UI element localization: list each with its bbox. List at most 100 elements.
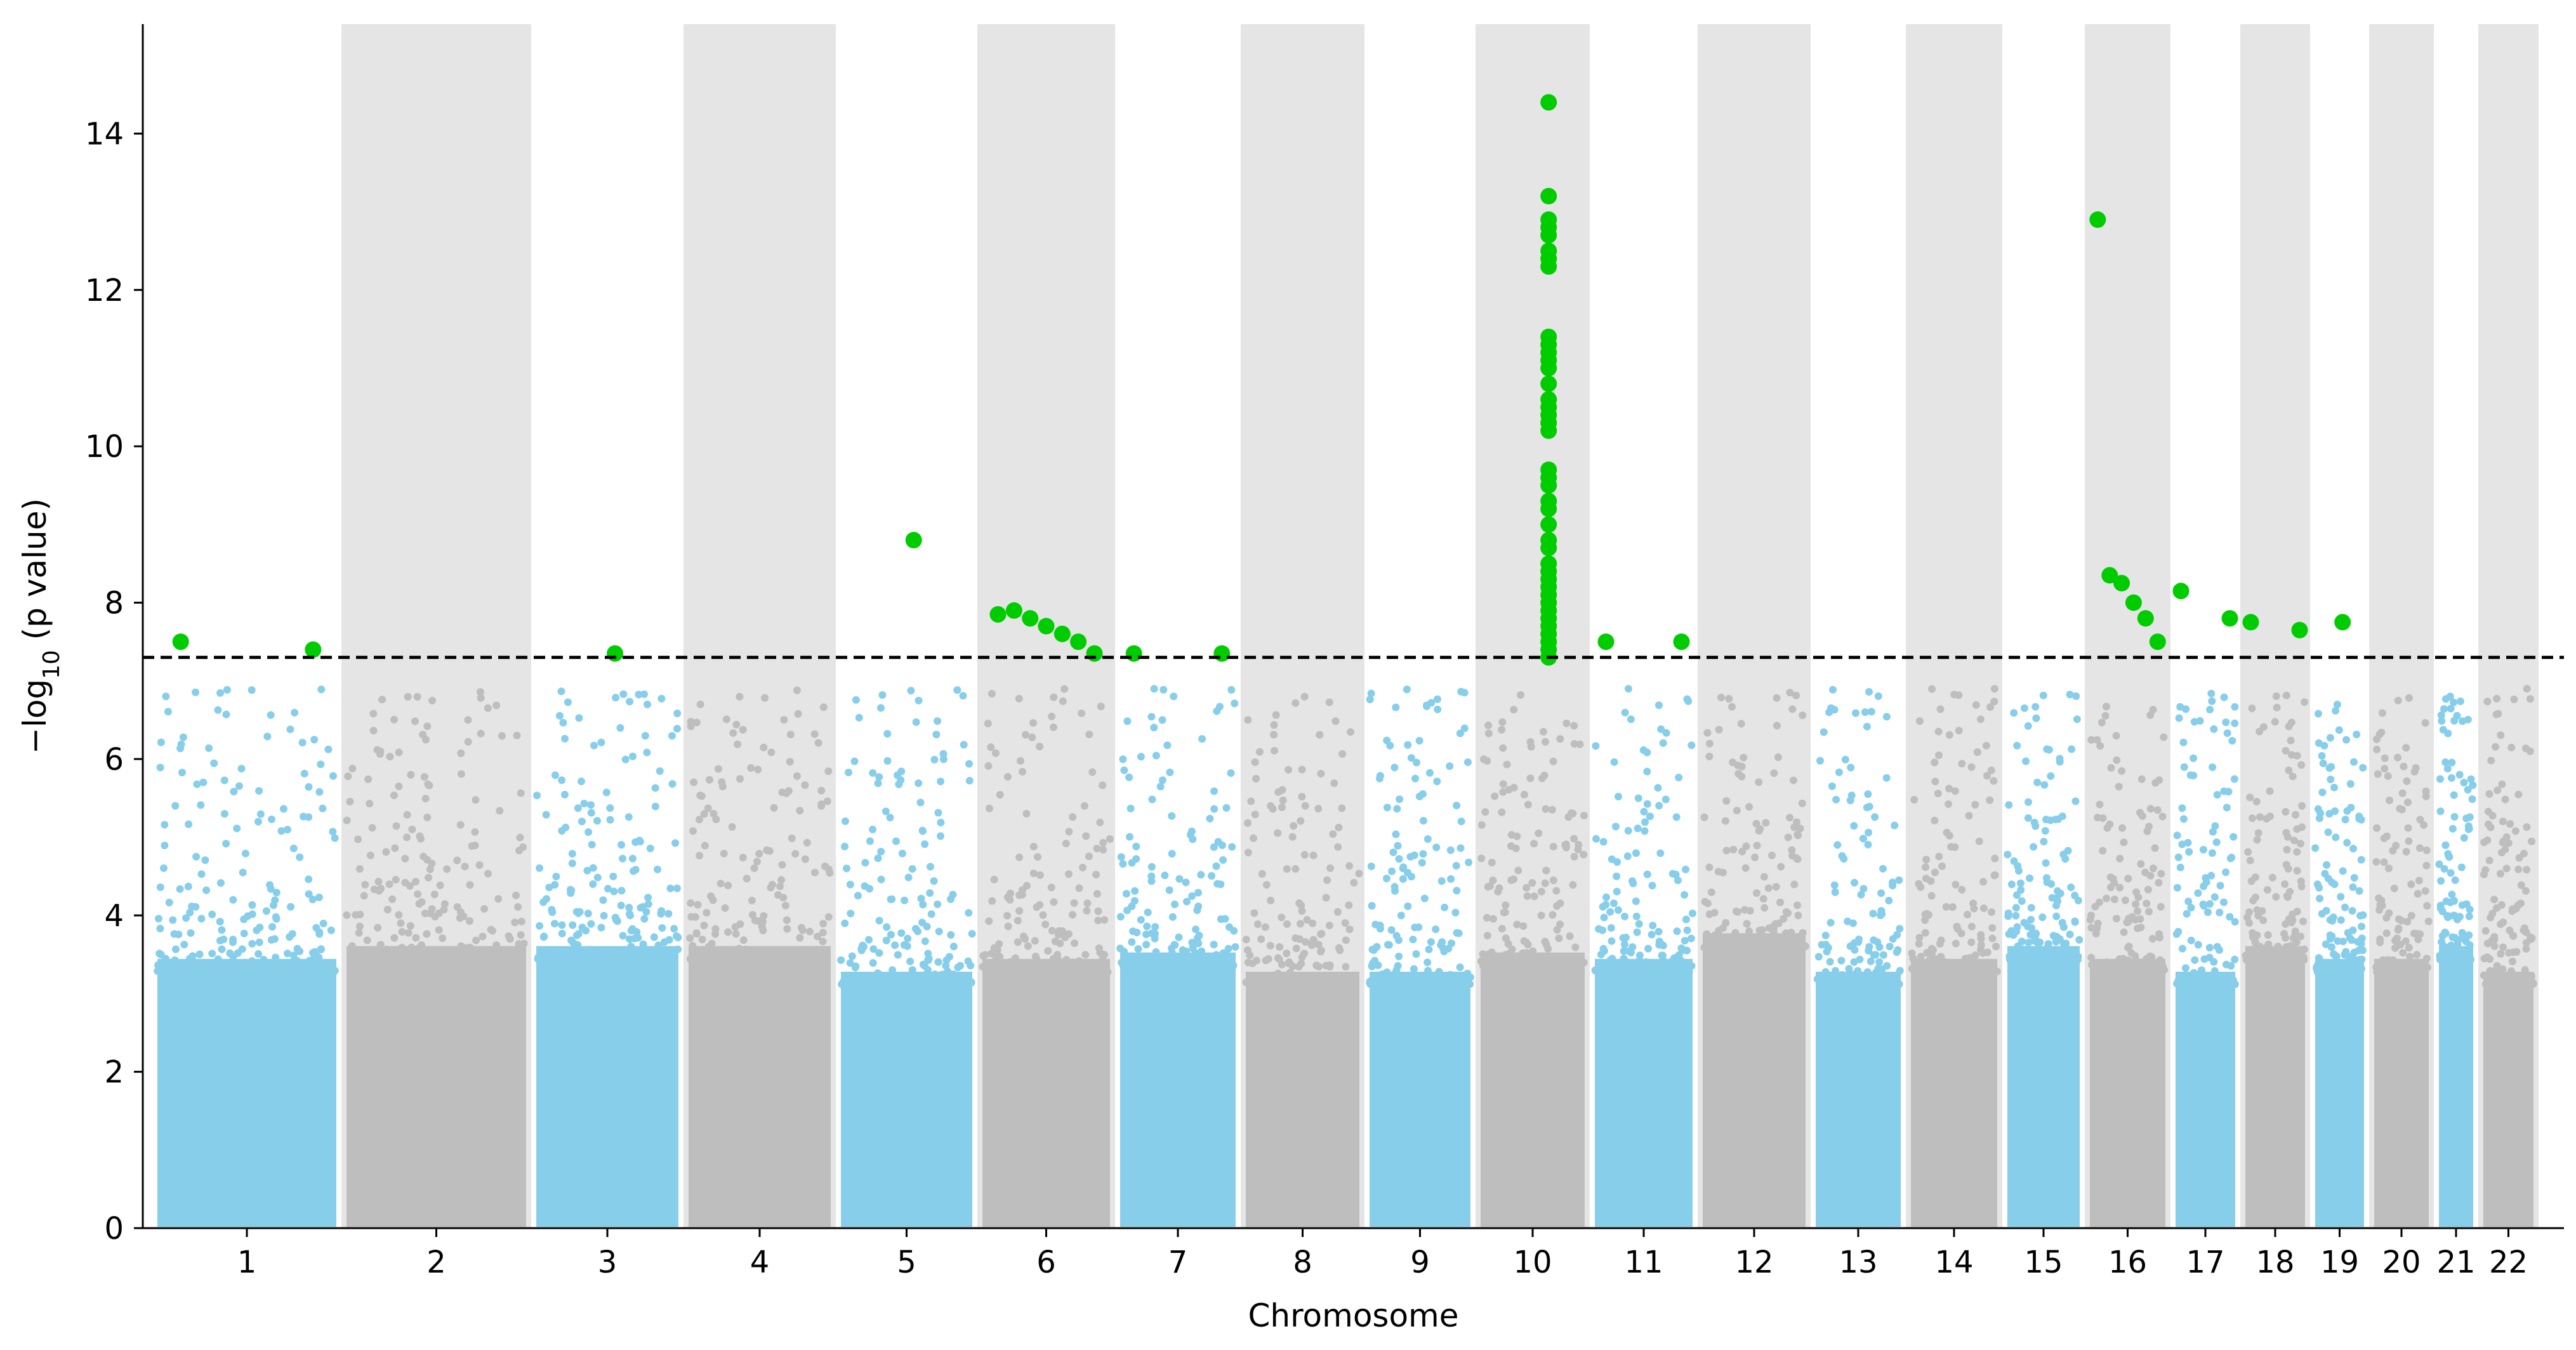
snp-point — [984, 762, 993, 770]
snp-point — [2358, 922, 2365, 930]
snp-point — [1731, 929, 1740, 937]
snp-point — [1767, 941, 1775, 949]
snp-point — [1867, 708, 1875, 716]
snp-point — [1632, 897, 1640, 905]
snp-point — [1335, 944, 1343, 952]
snp-point — [272, 964, 279, 972]
snp-point — [796, 934, 804, 942]
snp-point — [2273, 703, 2281, 711]
snp-point — [841, 817, 849, 825]
snp-point — [171, 802, 180, 810]
snp-point — [587, 809, 595, 817]
snp-point — [2072, 692, 2080, 700]
snp-point — [1555, 934, 1563, 943]
snp-point — [1350, 878, 1358, 887]
snp-point — [369, 956, 378, 964]
snp-point — [2228, 854, 2236, 861]
snp-point — [1541, 937, 1549, 946]
snp-point — [2107, 883, 2115, 891]
snp-point — [2151, 844, 2159, 852]
snp-point — [2324, 828, 2332, 837]
snp-point — [403, 811, 411, 819]
snp-point — [1783, 936, 1791, 944]
snp-point — [366, 851, 374, 859]
snp-cloud-chr-13 — [1816, 971, 1901, 1227]
snp-point — [1393, 805, 1401, 813]
snp-point — [917, 894, 925, 903]
snp-point — [1004, 922, 1012, 930]
snp-point — [2480, 971, 2488, 979]
snp-point — [484, 704, 492, 712]
snp-point — [644, 894, 652, 902]
snp-point — [1404, 902, 1412, 910]
snp-point — [1542, 738, 1549, 746]
snp-point — [2322, 906, 2330, 915]
snp-point — [2459, 935, 2467, 943]
snp-point — [2155, 776, 2163, 784]
snp-point — [407, 943, 416, 951]
snp-point — [1312, 962, 1321, 969]
snp-point — [1773, 944, 1781, 951]
snp-point — [1231, 699, 1239, 708]
snp-point — [1032, 961, 1040, 969]
snp-point — [1499, 744, 1507, 752]
snp-point — [2178, 804, 2186, 812]
snp-point — [539, 956, 547, 963]
snp-point — [1015, 907, 1024, 915]
snp-point — [1050, 723, 1057, 731]
snp-point — [2033, 778, 2042, 786]
snp-point — [1463, 972, 1472, 981]
snp-point — [2112, 732, 2120, 740]
snp-point — [1529, 947, 1537, 955]
snp-point — [218, 926, 226, 934]
snp-point — [921, 840, 929, 848]
snp-point — [2157, 903, 2165, 911]
snp-point — [2507, 743, 2516, 751]
snp-point — [2385, 864, 2393, 873]
snp-point — [2156, 934, 2163, 942]
snp-point — [1483, 914, 1491, 922]
snp-point — [1250, 909, 1258, 917]
snp-cloud-chr-7 — [1120, 952, 1236, 1227]
snp-point — [912, 718, 920, 726]
snp-point — [329, 968, 338, 976]
snp-point — [2289, 772, 2297, 781]
snp-point — [1725, 694, 1733, 703]
snp-point — [2032, 714, 2040, 722]
snp-point — [2042, 816, 2050, 824]
snp-point — [2067, 883, 2075, 891]
snp-point — [610, 887, 618, 896]
snp-point — [1688, 962, 1696, 970]
snp-point — [2315, 710, 2322, 718]
snp-point — [1003, 911, 1012, 920]
snp-point — [2220, 898, 2228, 906]
snp-point — [1504, 940, 1512, 948]
snp-point — [1189, 944, 1197, 953]
snp-point — [2097, 718, 2106, 727]
snp-point — [899, 973, 908, 981]
snp-point — [1368, 902, 1376, 910]
snp-point — [1028, 733, 1036, 741]
snp-point — [1510, 784, 1518, 791]
snp-point — [376, 942, 385, 950]
snp-point — [1212, 862, 1220, 870]
snp-point — [1939, 964, 1948, 972]
snp-point — [992, 749, 1000, 757]
snp-point — [240, 929, 248, 937]
snp-point — [2326, 931, 2334, 939]
snp-point — [1958, 885, 1966, 894]
snp-point — [1382, 875, 1390, 882]
snp-point — [2297, 761, 2306, 769]
snp-point — [216, 689, 224, 697]
snp-point — [2499, 817, 2507, 826]
snp-point — [1345, 901, 1353, 910]
snp-point — [1437, 980, 1444, 988]
snp-point — [286, 725, 294, 734]
snp-point — [2444, 850, 2452, 858]
snp-point — [1879, 864, 1887, 873]
snp-point — [216, 879, 225, 887]
snp-point — [1683, 926, 1691, 934]
snp-point — [625, 935, 633, 943]
x-tick-label-chr-22: 22 — [2489, 1245, 2528, 1280]
snp-point — [2293, 751, 2301, 760]
